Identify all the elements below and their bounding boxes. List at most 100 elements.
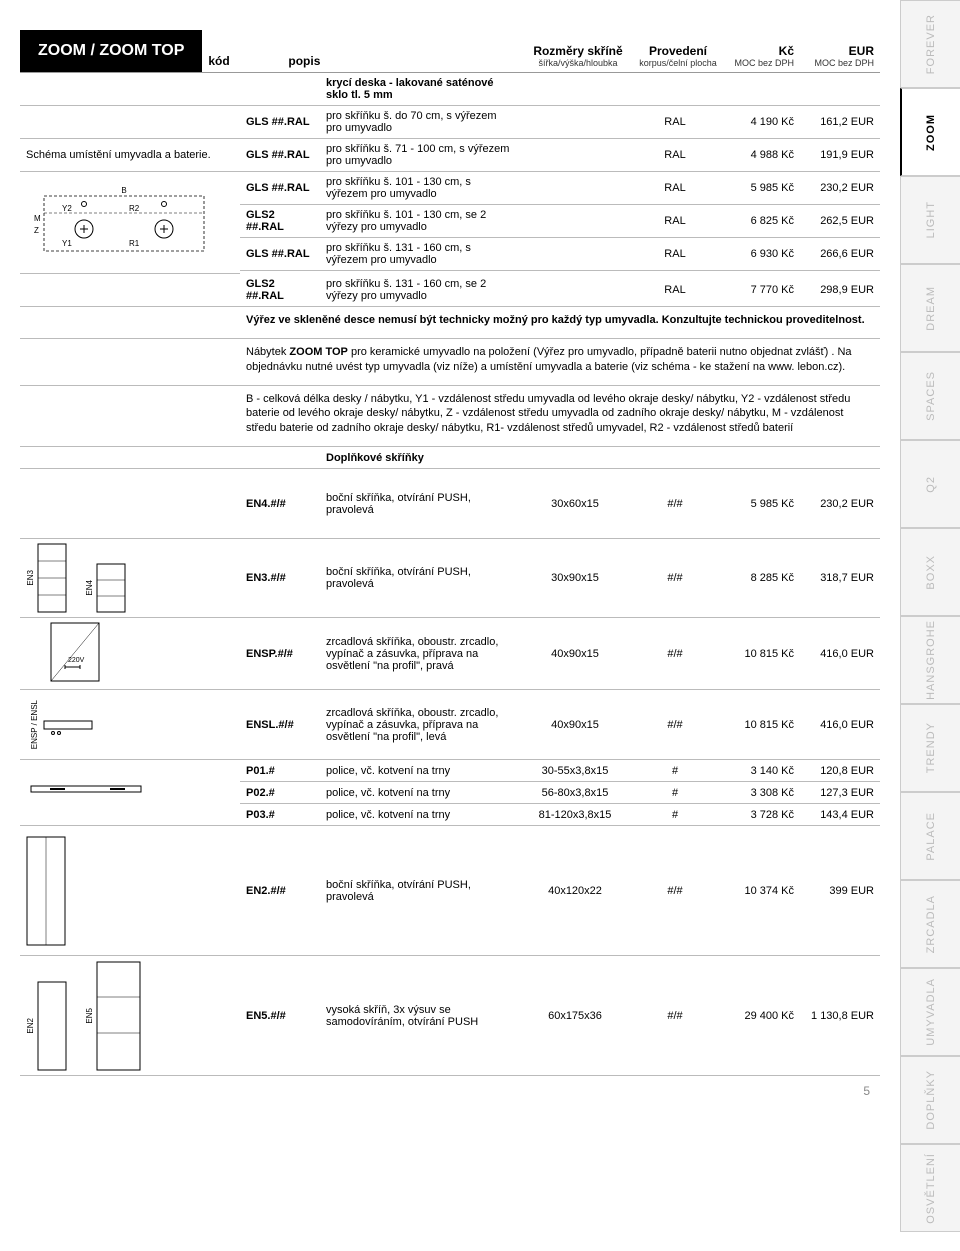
- cell-prov: #/#: [630, 644, 720, 664]
- side-tab-umyvadla[interactable]: UMYVADLA: [900, 968, 960, 1056]
- section2-title: Doplňkové skříňky: [320, 448, 520, 468]
- side-tab-hansgrohe[interactable]: HANSGROHE: [900, 616, 960, 704]
- cell-eur: 318,7 EUR: [800, 568, 880, 588]
- cell-kc: 10 815 Kč: [720, 644, 800, 664]
- note2a: Nábytek: [246, 346, 289, 358]
- schema-diagram: B Y2 R2 Y1 R1 M Z: [20, 172, 240, 274]
- cell-prov: #/#: [630, 494, 720, 514]
- cell-popis: boční skříňka, otvírání PUSH, pravolevá: [320, 562, 520, 594]
- cabinet-diagram-en2-en5: EN2 EN5: [20, 957, 240, 1075]
- cabinet-diagram-en3-en4: EN3 EN4: [20, 539, 240, 617]
- page-number: 5: [20, 1076, 880, 1106]
- table-row: Schéma umístění umyvadla a baterie. GLS …: [20, 139, 880, 172]
- note1: Výřez ve skleněné desce nemusí být techn…: [246, 314, 865, 326]
- cell-eur: 120,8 EUR: [800, 761, 880, 781]
- svg-text:M: M: [34, 214, 41, 223]
- cell-popis: police, vč. kotvení na trny: [320, 783, 520, 803]
- side-tab-doplňky[interactable]: DOPLŇKY: [900, 1056, 960, 1144]
- table-row: P02.# police, vč. kotvení na trny 56-80x…: [240, 782, 880, 804]
- cell-prov: RAL: [630, 145, 720, 165]
- cell-eur: 127,3 EUR: [800, 783, 880, 803]
- cell-eur: 266,6 EUR: [800, 244, 880, 264]
- cell-kod: ENSL.#/#: [240, 715, 320, 735]
- table-row: GLS ##.RAL pro skříňku š. 101 - 130 cm, …: [240, 172, 880, 205]
- cell-eur: 230,2 EUR: [800, 494, 880, 514]
- side-tab-trendy[interactable]: TRENDY: [900, 704, 960, 792]
- col-kc: Kč: [726, 44, 794, 58]
- cell-kod: ENSP.#/#: [240, 644, 320, 664]
- cell-kc: 5 985 Kč: [720, 178, 800, 198]
- cell-prov: #/#: [630, 715, 720, 735]
- cell-dim: [520, 184, 630, 192]
- label-en4: EN4: [85, 580, 94, 596]
- cell-kod: EN3.#/#: [240, 568, 320, 588]
- section-heading: krycí deska - lakované saténové sklo tl.…: [20, 73, 880, 106]
- cell-kc: 4 190 Kč: [720, 112, 800, 132]
- cell-kod: GLS ##.RAL: [240, 145, 320, 165]
- cell-kc: 3 140 Kč: [720, 761, 800, 781]
- table-row: EN4.#/# boční skříňka, otvírání PUSH, pr…: [20, 469, 880, 539]
- col-kc-sub: MOC bez DPH: [726, 58, 794, 68]
- table-header: ZOOM / ZOOM TOP kód popis Rozměry skříně…: [20, 30, 880, 73]
- cell-dim: 30x60x15: [520, 494, 630, 514]
- table-row: EN2.#/# boční skříňka, otvírání PUSH, pr…: [20, 826, 880, 956]
- svg-text:R2: R2: [129, 204, 140, 213]
- note-row: B - celková délka desky / nábytku, Y1 - …: [20, 386, 880, 448]
- col-kod: kód: [208, 54, 282, 68]
- cell-kc: 8 285 Kč: [720, 568, 800, 588]
- cell-dim: [520, 250, 630, 258]
- side-tab-light[interactable]: LIGHT: [900, 176, 960, 264]
- table-row: P01.# police, vč. kotvení na trny 30-55x…: [240, 760, 880, 782]
- svg-text:R1: R1: [129, 239, 140, 248]
- cabinet-diagram-ensp: 220V: [20, 618, 240, 689]
- cell-kc: 6 825 Kč: [720, 211, 800, 231]
- table-row: 220V ENSP.#/# zrcadlová skříňka, oboustr…: [20, 618, 880, 690]
- cell-eur: 1 130,8 EUR: [800, 1006, 880, 1026]
- section-heading: Doplňkové skříňky: [20, 447, 880, 469]
- side-tab-forever[interactable]: FOREVER: [900, 0, 960, 88]
- cell-popis: police, vč. kotvení na trny: [320, 805, 520, 825]
- cell-popis: pro skříňku š. 131 - 160 cm, se 2 výřezy…: [320, 274, 520, 306]
- table-row: GLS ##.RAL pro skříňku š. 131 - 160 cm, …: [240, 238, 880, 271]
- cell-eur: 230,2 EUR: [800, 178, 880, 198]
- cell-kod: P01.#: [240, 761, 320, 781]
- cell-popis: pro skříňku š. do 70 cm, s výřezem pro u…: [320, 106, 520, 138]
- cell-eur: 262,5 EUR: [800, 211, 880, 231]
- col-eur: EUR: [806, 44, 874, 58]
- cell-eur: 416,0 EUR: [800, 715, 880, 735]
- cell-dim: [520, 118, 630, 126]
- side-tab-palace[interactable]: PALACE: [900, 792, 960, 880]
- cell-kod: P02.#: [240, 783, 320, 803]
- svg-text:Y2: Y2: [62, 204, 72, 213]
- label-en2: EN2: [26, 1018, 35, 1034]
- cell-popis: police, vč. kotvení na trny: [320, 761, 520, 781]
- label-ensp-ensl: ENSP / ENSL: [30, 700, 39, 749]
- cell-prov: #/#: [630, 1006, 720, 1026]
- cell-kod: EN2.#/#: [240, 881, 320, 901]
- cell-popis: zrcadlová skříňka, oboustr. zrcadlo, vyp…: [320, 632, 520, 676]
- side-tab-q2[interactable]: Q2: [900, 440, 960, 528]
- side-tab-boxx[interactable]: BOXX: [900, 528, 960, 616]
- col-prov-sub: korpus/čelní plocha: [636, 58, 720, 68]
- table-row: EN3 EN4 EN3.#/# boční skříňka, otvírání …: [20, 539, 880, 618]
- side-tab-zrcadla[interactable]: ZRCADLA: [900, 880, 960, 968]
- side-tab-zoom[interactable]: ZOOM: [900, 88, 960, 176]
- cell-dim: 40x90x15: [520, 715, 630, 735]
- cabinet-diagram-ensl: ENSP / ENSL: [20, 696, 240, 753]
- cell-prov: #: [630, 761, 720, 781]
- cell-kc: 10 374 Kč: [720, 881, 800, 901]
- svg-text:B: B: [121, 186, 126, 195]
- cell-kc: 6 930 Kč: [720, 244, 800, 264]
- cell-kod: EN4.#/#: [240, 494, 320, 514]
- col-rozmer-sub: šířka/výška/hloubka: [526, 58, 630, 68]
- svg-text:220V: 220V: [68, 657, 85, 664]
- cell-eur: 416,0 EUR: [800, 644, 880, 664]
- cell-prov: RAL: [630, 280, 720, 300]
- cell-kc: 10 815 Kč: [720, 715, 800, 735]
- cell-dim: 60x175x36: [520, 1006, 630, 1026]
- side-tab-dream[interactable]: DREAM: [900, 264, 960, 352]
- side-tab-spaces[interactable]: SPACES: [900, 352, 960, 440]
- side-tab-osvětlení[interactable]: OSVĚTLENÍ: [900, 1144, 960, 1232]
- cell-popis: vysoká skříň, 3x výsuv se samodovíráním,…: [320, 1000, 520, 1032]
- note-row: Výřez ve skleněné desce nemusí být techn…: [20, 307, 880, 339]
